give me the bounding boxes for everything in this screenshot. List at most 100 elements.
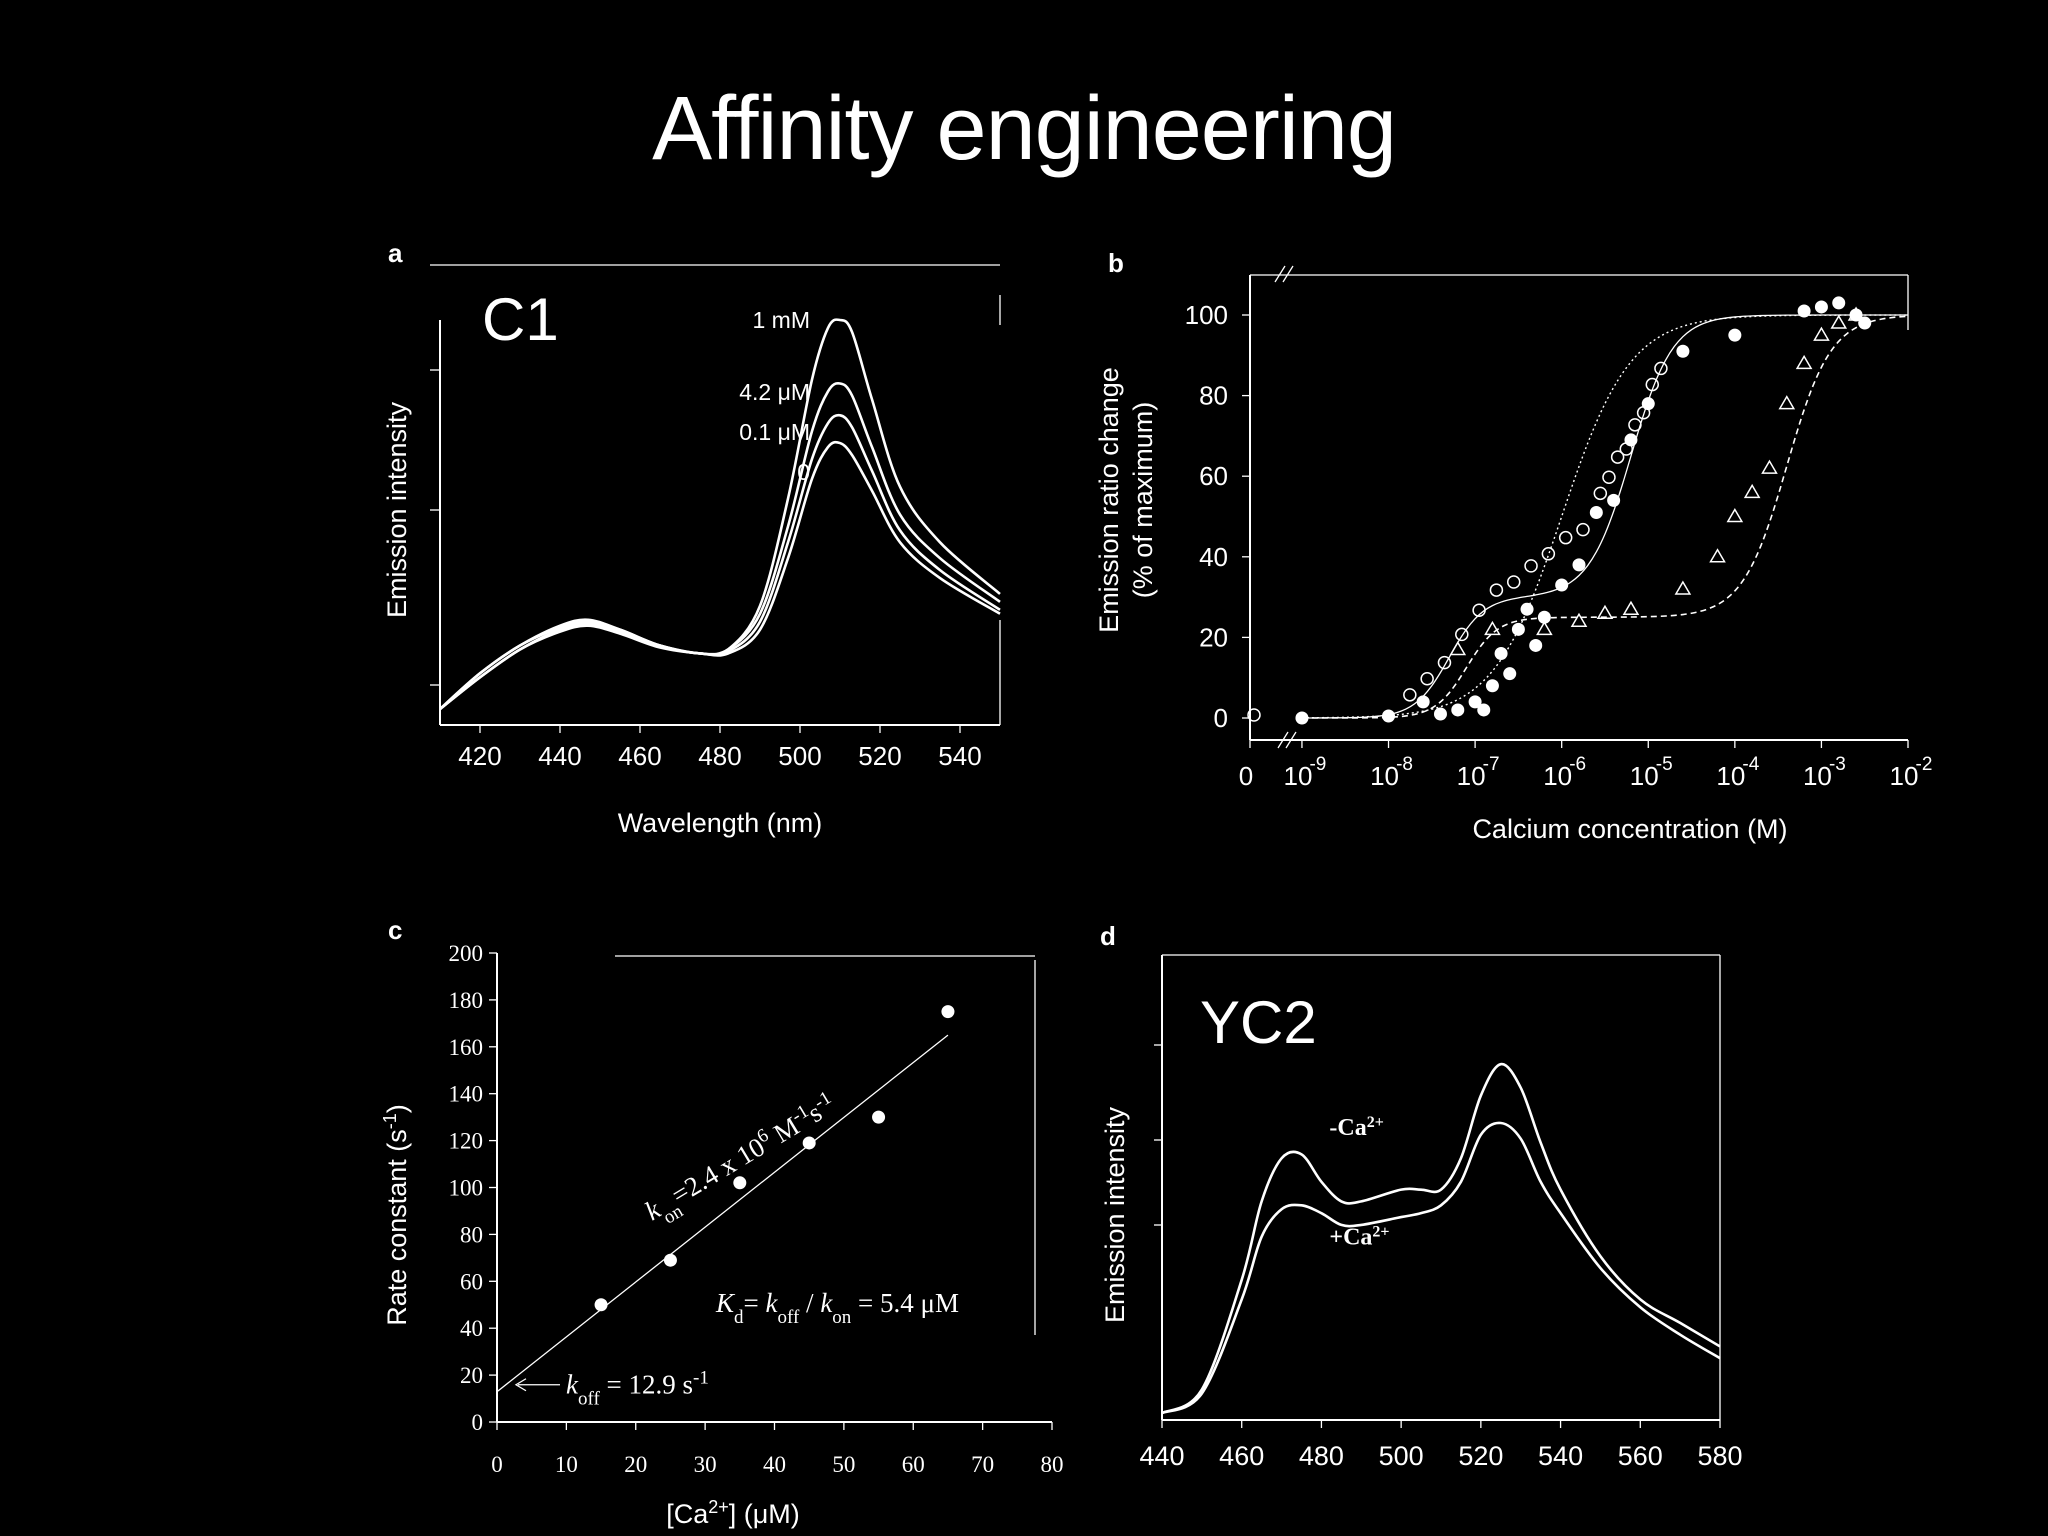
panel-b-data-point-filled bbox=[1572, 558, 1586, 572]
panel-b-axis-break-bottom bbox=[1277, 731, 1297, 749]
panel-b-data-point-filled bbox=[1529, 638, 1543, 652]
panel-c-data-point bbox=[594, 1298, 608, 1312]
panel-b-x-tick-exponent: -3 bbox=[1829, 754, 1846, 775]
panel-b-y-tick-label: 60 bbox=[1199, 461, 1228, 491]
panel-b-axis-break-top bbox=[1274, 265, 1294, 283]
panel-c-koff-arrowhead bbox=[514, 1378, 527, 1392]
panel-d-x-tick-label: 460 bbox=[1219, 1441, 1264, 1471]
panel-c-fit-line bbox=[496, 1034, 949, 1393]
panel-b-data-point-triangle bbox=[1726, 508, 1744, 523]
panel-c-data-point bbox=[872, 1110, 886, 1124]
panel-b-ylabel-2: (% of maximum) bbox=[1128, 402, 1158, 599]
panel-c-x-tick-label: 60 bbox=[902, 1452, 925, 1477]
panel-b-x-tick-label: 0 bbox=[1239, 761, 1253, 791]
panel-b-x-tick-exponent: -4 bbox=[1742, 754, 1759, 775]
panel-d-x-tick-label: 500 bbox=[1379, 1441, 1424, 1471]
panel-b-data-point-open bbox=[1619, 442, 1634, 456]
panel-b-x-tick-exponent: -9 bbox=[1309, 754, 1326, 775]
panel-b-y-tick-label: 100 bbox=[1185, 300, 1228, 330]
panel-b-data-point-open bbox=[1628, 418, 1642, 432]
panel-b-data-point-open bbox=[1593, 486, 1608, 501]
panel-a-series-line bbox=[439, 318, 1001, 711]
panel-b-data-point-triangle bbox=[1570, 612, 1588, 628]
panel-b-data-point-triangle bbox=[1830, 314, 1848, 329]
panel-a-series-line bbox=[439, 440, 1001, 711]
panel-a-letter: a bbox=[388, 238, 403, 268]
panel-d-x-tick-label: 440 bbox=[1139, 1441, 1184, 1471]
panel-b-x-tick-label: 10 bbox=[1630, 761, 1659, 791]
panel-b-data-point-open bbox=[1524, 559, 1538, 573]
panel-b-y-tick-label: 40 bbox=[1199, 542, 1228, 572]
panel-c-x-tick-label: 80 bbox=[1041, 1452, 1064, 1477]
panel-b-data-point-triangle bbox=[1795, 354, 1813, 370]
panel-b-data-point-filled bbox=[1485, 679, 1499, 693]
panel-c-x-tick-label: 10 bbox=[555, 1452, 578, 1477]
panel-b-letter: b bbox=[1108, 248, 1124, 278]
panel-a-legend-label: 0 bbox=[797, 459, 810, 485]
panel-d-letter: d bbox=[1100, 921, 1116, 951]
panel-b-data-point-filled bbox=[1607, 493, 1621, 507]
panel-d-series-line bbox=[1161, 1062, 1721, 1415]
panel-a-x-tick-label: 540 bbox=[938, 741, 981, 771]
panel-a-series-line bbox=[439, 382, 1001, 711]
panel-b-data-point-filled bbox=[1295, 711, 1309, 725]
panel-b-data-point-open bbox=[1489, 583, 1504, 597]
panel-b-curve-dotted bbox=[1301, 314, 1909, 719]
panel-c-letter: c bbox=[388, 915, 402, 945]
panel-b-data-point-filled bbox=[1382, 709, 1396, 723]
panel-b-data-point-triangle bbox=[1622, 600, 1640, 615]
panel-b-data-point-filled bbox=[1849, 308, 1863, 322]
panel-c-xlabel: [Ca2+] (μM) bbox=[666, 1497, 800, 1529]
panel-a-legend-label: 4.2 μM bbox=[739, 379, 810, 405]
panel-b-data-point-triangle bbox=[1743, 483, 1761, 499]
panel-d-x-tick-label: 560 bbox=[1618, 1441, 1663, 1471]
panel-b-y-tick-label: 80 bbox=[1199, 381, 1228, 411]
panel-b-data-point-triangle bbox=[1484, 620, 1501, 636]
panel-b-data-point-open bbox=[1602, 470, 1616, 484]
panel-b-x-tick-label: 10 bbox=[1716, 761, 1745, 791]
panel-a-x-tick-label: 480 bbox=[698, 741, 741, 771]
panel-c-y-tick-label: 20 bbox=[460, 1363, 483, 1388]
panel-c-x-tick-label: 20 bbox=[624, 1452, 647, 1477]
panel-b-x-tick-exponent: -2 bbox=[1916, 754, 1933, 775]
panel-b-data-point-open bbox=[1420, 671, 1434, 686]
panel-a-x-tick-label: 440 bbox=[538, 741, 581, 771]
panel-c-y-tick-label: 140 bbox=[449, 1082, 484, 1107]
panel-b-data-point-filled bbox=[1814, 300, 1828, 314]
panel-c-y-tick-label: 180 bbox=[449, 988, 484, 1013]
panel-c-x-tick-label: 70 bbox=[971, 1452, 994, 1477]
panel-b-data-point-open bbox=[1636, 406, 1651, 420]
chart-panel-d: d YC2 440 460 480 500 520 540 560 580 -Ca2+ +Ca2+… bbox=[1100, 921, 1743, 1471]
panel-b-data-point-filled bbox=[1520, 602, 1534, 616]
panel-c-y-tick-label: 120 bbox=[449, 1129, 484, 1154]
panel-d-ylabel: Emission intensity bbox=[1100, 1106, 1130, 1323]
panel-b-data-point-triangle bbox=[1449, 641, 1467, 656]
panel-b-data-point-open bbox=[1472, 603, 1486, 617]
panel-c-y-tick-label: 0 bbox=[472, 1410, 484, 1435]
chart-panel-a: a C1 420 440 460 480 500 520 540 1 mM 4.2 μM 0.1 … bbox=[382, 238, 1001, 838]
panel-b-y-tick-label: 20 bbox=[1199, 622, 1228, 652]
panel-b-data-point-open bbox=[1403, 688, 1417, 702]
panel-b-x-tick-exponent: -5 bbox=[1656, 754, 1673, 775]
panel-b-data-point-filled bbox=[1477, 703, 1491, 717]
panel-d-x-tick-label: 480 bbox=[1299, 1441, 1344, 1471]
panel-b-data-point-triangle bbox=[1778, 395, 1796, 410]
panel-c-y-tick-label: 200 bbox=[449, 941, 484, 966]
panel-a-ylabel: Emission intensity bbox=[382, 401, 412, 618]
panel-b-data-point-filled bbox=[1728, 328, 1742, 342]
panel-b-data-point-filled bbox=[1537, 610, 1551, 624]
panel-c-y-tick-label: 160 bbox=[449, 1035, 484, 1060]
panel-b-curve-dashed bbox=[1301, 315, 1909, 719]
svg-text:koff = 12.9 s-1: koff = 12.9 s-1 bbox=[566, 1367, 709, 1409]
panel-b-x-tick-label: 10 bbox=[1457, 761, 1486, 791]
panel-b-data-point-open bbox=[1576, 522, 1590, 537]
panel-b-data-point-open bbox=[1654, 361, 1668, 376]
panel-c-x-tick-label: 0 bbox=[491, 1452, 503, 1477]
panel-b-x-tick-exponent: -7 bbox=[1483, 754, 1500, 775]
panel-b-data-point-open bbox=[1506, 575, 1521, 589]
panel-b-x-tick-label: 10 bbox=[1283, 761, 1312, 791]
panel-b-data-point-open bbox=[1247, 708, 1261, 722]
panel-c-y-tick-label: 40 bbox=[460, 1316, 483, 1341]
